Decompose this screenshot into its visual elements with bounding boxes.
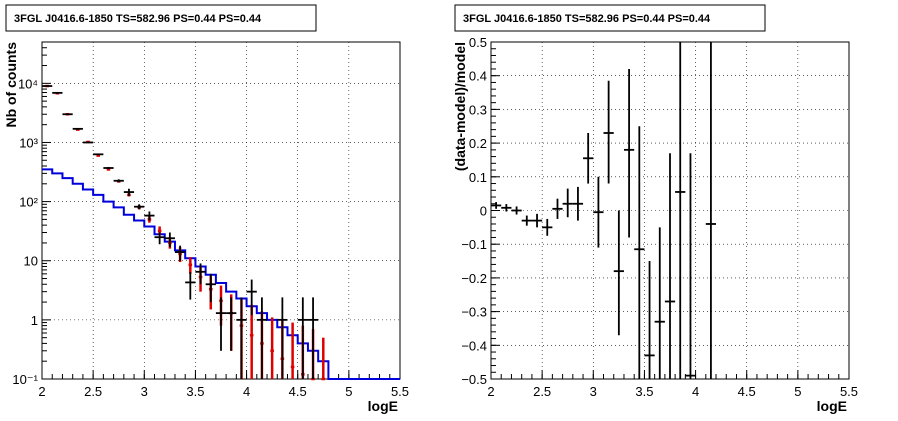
y-tick-label: 0.1: [469, 170, 487, 185]
data-point: [185, 272, 196, 300]
y-tick-label: 10⁻¹: [12, 372, 38, 387]
x-tick-label: 4: [243, 384, 250, 399]
model-point: [188, 257, 193, 274]
x-tick-label: 5.5: [391, 384, 409, 399]
x-tick-label: 3.5: [635, 384, 653, 399]
residual-point: [562, 188, 573, 218]
residual-point: [491, 202, 502, 209]
data-point: [154, 232, 165, 245]
residual-point: [623, 68, 635, 238]
y-tick-label: 10³: [19, 135, 38, 150]
y-axis-title: (data-model)/model: [452, 42, 468, 171]
residual-point: [593, 176, 604, 248]
x-tick-label: 4.5: [738, 384, 756, 399]
x-tick-label: 2: [38, 384, 45, 399]
residual-point: [613, 210, 624, 336]
data-point: [256, 297, 268, 379]
data-point: [174, 245, 186, 261]
model-point: [321, 337, 326, 381]
data-point: [113, 179, 124, 183]
residual-point: [552, 198, 563, 219]
data-point: [103, 166, 114, 170]
data-point: [123, 188, 135, 196]
data-point: [134, 204, 145, 210]
data-point: [226, 297, 237, 351]
y-tick-label: 0.3: [469, 102, 487, 117]
y-tick-label: 10⁴: [18, 76, 38, 91]
y-tick-label: −0.4: [461, 338, 487, 353]
residual-point: [521, 215, 532, 226]
y-tick-label: −0.2: [461, 271, 487, 286]
residual-point: [531, 213, 543, 228]
y-tick-label: 0: [480, 204, 487, 219]
x-tick-label: 2.5: [84, 384, 102, 399]
x-tick-label: 3: [141, 384, 148, 399]
residual-point: [511, 206, 522, 215]
residual-point: [664, 153, 676, 379]
chart-title-box: [5, 4, 317, 32]
model-point: [290, 322, 295, 379]
residual-point: [583, 132, 594, 184]
y-tick-label: −0.5: [461, 372, 487, 387]
y-tick-label: −0.1: [461, 237, 487, 252]
chart-title: 3FGL J0416.6-1850 TS=582.96 PS=0.44 PS=0…: [463, 13, 711, 25]
residual-point: [501, 204, 512, 212]
x-tick-label: 4.5: [289, 384, 307, 399]
data-point: [144, 211, 155, 221]
counts-spectrum-panel: 3FGL J0416.6-1850 TS=582.96 PS=0.44 PS=0…: [3, 4, 409, 414]
residual-point: [685, 153, 696, 379]
chart-title: 3FGL J0416.6-1850 TS=582.96 PS=0.44 PS=0…: [14, 13, 262, 25]
model-point: [270, 317, 274, 379]
y-tick-label: −0.3: [461, 305, 487, 320]
y-tick-label: 0.4: [469, 69, 487, 84]
x-axis-title: logE: [817, 398, 847, 414]
y-tick-label: 0.5: [469, 35, 487, 50]
data-point: [195, 263, 206, 285]
x-tick-label: 4: [692, 384, 699, 399]
x-tick-label: 2: [487, 384, 494, 399]
data-point: [236, 297, 247, 379]
residual-point: [654, 227, 665, 379]
y-tick-label: 1: [31, 313, 38, 328]
data-point: [307, 297, 319, 379]
residual-point: [705, 42, 717, 379]
model-point: [249, 304, 254, 379]
residuals-chart: 3FGL J0416.6-1850 TS=582.96 PS=0.44 PS=0…: [452, 4, 858, 414]
residual-point: [572, 186, 584, 221]
y-tick-label: 10: [24, 254, 38, 269]
y-axis-title: Nb of counts: [3, 42, 19, 128]
x-axis-title: logE: [368, 398, 398, 414]
data-point: [205, 273, 216, 303]
chart-title-box: [454, 4, 766, 32]
data-point: [164, 232, 175, 248]
data-point: [215, 297, 227, 351]
data-point: [277, 297, 288, 379]
x-tick-label: 3.5: [186, 384, 204, 399]
residual-point: [634, 126, 645, 379]
y-tick-label: 10²: [19, 195, 38, 210]
residuals-panel: 3FGL J0416.6-1850 TS=582.96 PS=0.44 PS=0…: [449, 0, 898, 421]
x-tick-label: 3: [590, 384, 597, 399]
data-point: [246, 279, 257, 316]
x-tick-label: 2.5: [533, 384, 551, 399]
x-tick-label: 5: [345, 384, 352, 399]
x-tick-label: 5.5: [840, 384, 858, 399]
x-tick-label: 5: [794, 384, 801, 399]
residual-point: [644, 261, 655, 379]
residual-point: [675, 42, 686, 379]
residual-point: [542, 218, 553, 236]
y-tick-label: 0.2: [469, 136, 487, 151]
counts-spectrum-chart: 3FGL J0416.6-1850 TS=582.96 PS=0.44 PS=0…: [3, 4, 409, 414]
data-point: [297, 297, 308, 379]
residual-point: [603, 80, 614, 184]
